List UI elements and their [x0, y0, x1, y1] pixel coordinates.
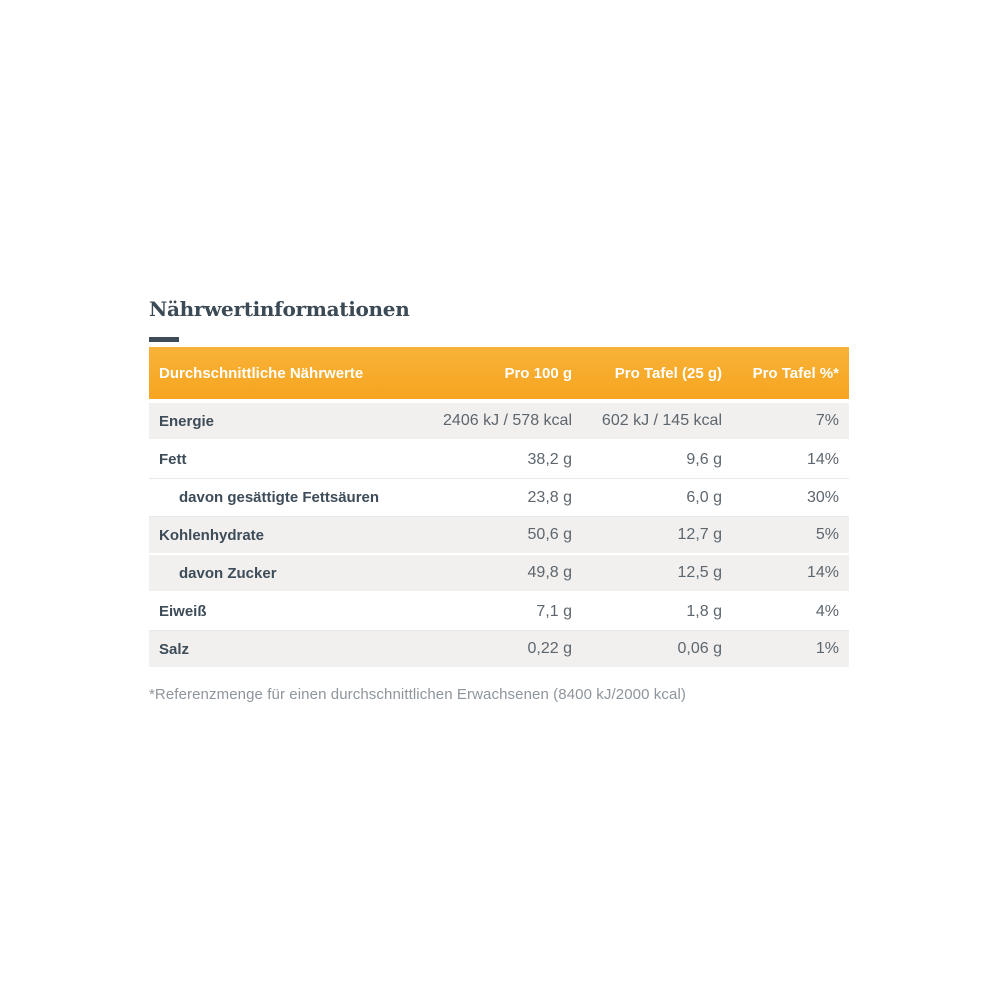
- value-per-tafel: 9,6 g: [686, 450, 722, 468]
- row-label: davon Zucker: [179, 564, 277, 582]
- value-per-tafel: 0,06 g: [677, 640, 722, 657]
- header-cell-per-100g: Pro 100 g: [504, 364, 572, 382]
- title-underline: [149, 337, 179, 342]
- value-percent: 14%: [806, 450, 839, 468]
- value-percent: 1%: [815, 640, 839, 657]
- page-title: Nährwertinformationen: [149, 297, 410, 321]
- table-row-eiweiss: Eiweiß 7,1 g 1,8 g 4%: [149, 593, 849, 631]
- header-cell-per-tafel-percent: Pro Tafel %*: [752, 364, 839, 382]
- table-row-zucker: davon Zucker 49,8 g 12,5 g 14%: [149, 555, 849, 593]
- value-percent: 7%: [815, 412, 839, 429]
- value-per-100g: 0,22 g: [527, 640, 572, 657]
- value-percent: 30%: [806, 488, 839, 506]
- table-row-kohlenhydrate: Kohlenhydrate 50,6 g 12,7 g 5%: [149, 517, 849, 555]
- table-header-row: Durchschnittliche Nährwerte Pro 100 g Pr…: [149, 347, 849, 399]
- row-label: davon gesättigte Fettsäuren: [179, 489, 380, 506]
- value-per-tafel: 6,0 g: [686, 488, 722, 506]
- value-per-100g: 7,1 g: [536, 602, 572, 620]
- reference-footnote: *Referenzmenge für einen durchschnittlic…: [149, 686, 686, 703]
- value-percent: 4%: [815, 602, 839, 620]
- row-label: Energie: [159, 412, 215, 430]
- row-label: Kohlenhydrate: [159, 526, 265, 544]
- value-per-100g: 50,6 g: [527, 526, 572, 543]
- table-row-fett: Fett 38,2 g 9,6 g 14%: [149, 441, 849, 479]
- nutrition-section: Nährwertinformationen Durchschnittliche …: [149, 296, 850, 703]
- header-cell-nutrients: Durchschnittliche Nährwerte: [159, 364, 364, 382]
- nutrition-table: Durchschnittliche Nährwerte Pro 100 g Pr…: [149, 347, 849, 669]
- value-per-100g: 23,8 g: [527, 488, 572, 506]
- table-row-gesaettigte-fettsaeuren: davon gesättigte Fettsäuren 23,8 g 6,0 g…: [149, 479, 849, 517]
- value-per-100g: 38,2 g: [527, 450, 572, 468]
- row-label: Salz: [159, 640, 190, 658]
- value-per-100g: 2406 kJ / 578 kcal: [443, 412, 572, 429]
- row-label: Fett: [159, 451, 187, 468]
- table-row-energie: Energie 2406 kJ / 578 kcal 602 kJ / 145 …: [149, 403, 849, 441]
- value-percent: 14%: [806, 564, 839, 581]
- value-per-100g: 49,8 g: [527, 564, 572, 581]
- row-label: Eiweiß: [159, 603, 207, 620]
- table-row-salz: Salz 0,22 g 0,06 g 1%: [149, 631, 849, 669]
- value-per-tafel: 602 kJ / 145 kcal: [601, 412, 722, 429]
- value-per-tafel: 1,8 g: [686, 602, 722, 620]
- header-cell-per-tafel: Pro Tafel (25 g): [614, 364, 722, 382]
- value-per-tafel: 12,5 g: [677, 564, 722, 581]
- value-per-tafel: 12,7 g: [677, 526, 722, 543]
- value-percent: 5%: [815, 526, 839, 543]
